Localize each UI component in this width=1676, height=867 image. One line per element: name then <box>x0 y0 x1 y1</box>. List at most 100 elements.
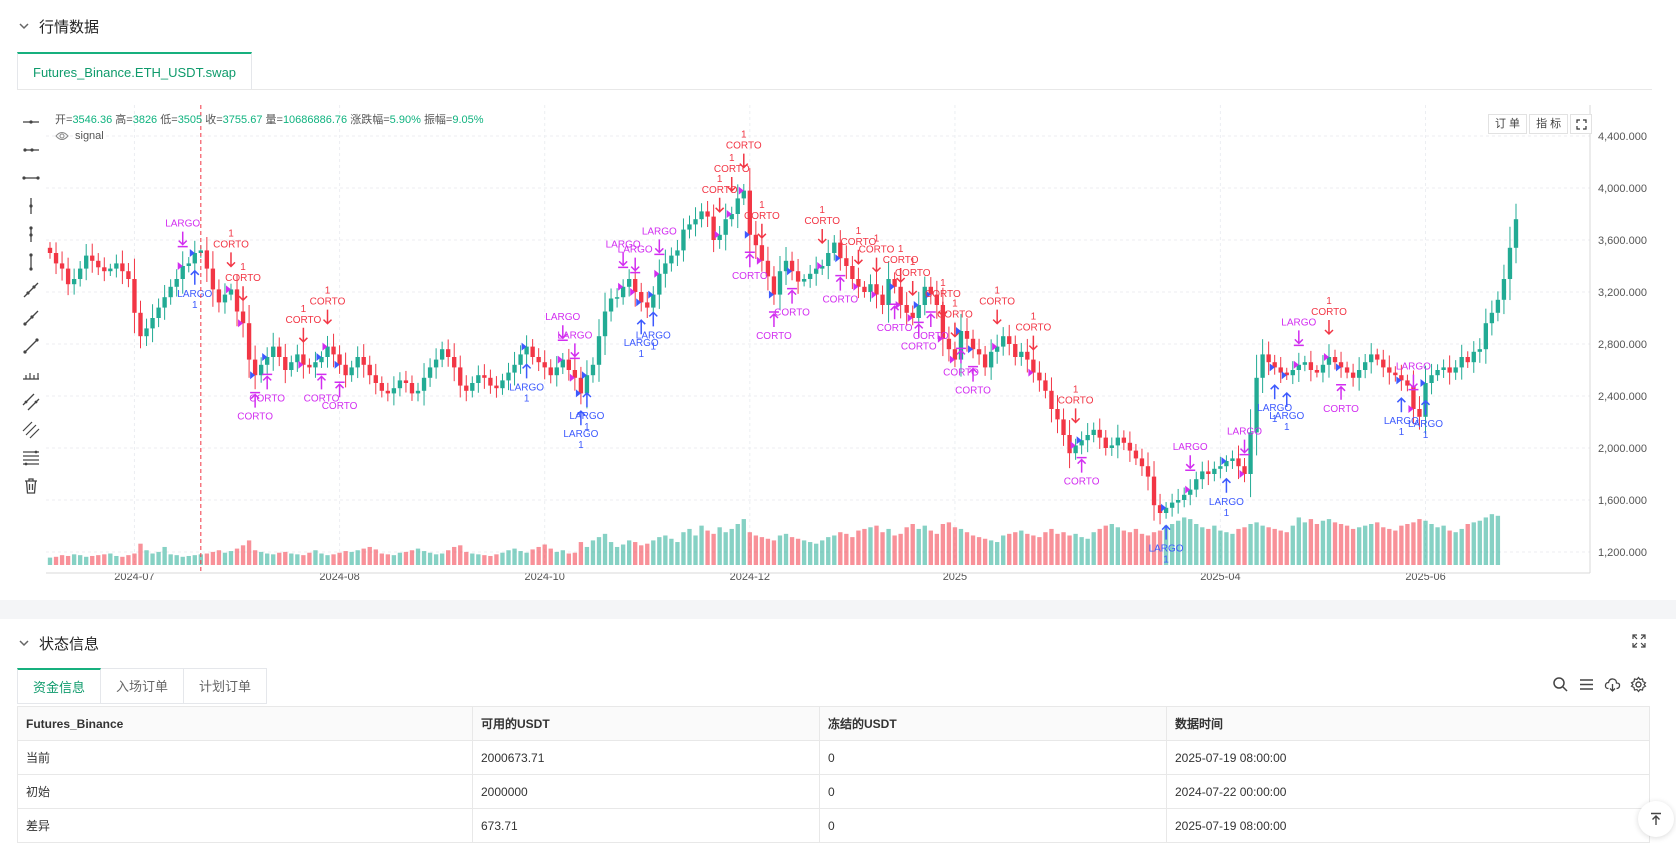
volume-bar <box>186 555 191 565</box>
volume-bar <box>844 533 849 565</box>
status-section-header[interactable]: 状态信息 <box>17 632 99 654</box>
vertical-ray-tool[interactable] <box>20 220 42 248</box>
close-long-label: LARGO <box>165 219 200 230</box>
equidistant-channel-tool[interactable] <box>20 416 42 444</box>
fibonacci-tool[interactable] <box>20 444 42 472</box>
fullscreen-button[interactable] <box>1570 114 1593 134</box>
price-range-icon <box>23 373 39 380</box>
candle-body <box>1284 372 1289 376</box>
parallel-channel-tool[interactable] <box>20 388 42 416</box>
signal-marker <box>907 314 913 322</box>
signal-marker <box>968 345 974 354</box>
volume-bar <box>433 554 439 565</box>
short-entry-arrow <box>853 249 863 265</box>
horizontal-line-tool[interactable] <box>20 108 42 136</box>
signal-marker <box>557 355 563 364</box>
tab-fund-info[interactable]: 资金信息 <box>17 668 102 704</box>
signal-marker <box>322 342 328 351</box>
candle-body <box>868 284 873 292</box>
horizontal-segment-tool[interactable] <box>20 164 42 192</box>
long-entry-label: LARGO <box>563 429 598 440</box>
tab-plan-orders[interactable]: 计划订单 <box>184 668 268 704</box>
volume-bar <box>560 550 565 565</box>
candle-body <box>283 357 288 370</box>
volume-bar <box>1435 527 1440 565</box>
row-label-current[interactable]: 当前 <box>17 740 473 775</box>
chevron-down-icon[interactable] <box>17 19 31 33</box>
volume-bar <box>1109 524 1114 565</box>
ray-line-tool[interactable] <box>20 304 42 332</box>
candle-body <box>1073 445 1078 454</box>
candle-body <box>844 258 849 266</box>
market-section-header[interactable]: 行情数据 <box>17 15 99 37</box>
y-tick-label: 2,000.000 <box>1598 443 1647 455</box>
candle-body <box>1489 312 1495 324</box>
candle-body <box>910 312 915 318</box>
tab-entry-orders[interactable]: 入场订单 <box>101 668 185 704</box>
volume-bar <box>1194 524 1199 565</box>
close-short-label: CORTO <box>943 367 979 378</box>
trend-line-tool[interactable] <box>20 276 42 304</box>
volume-bar <box>928 530 933 565</box>
candle-body <box>1266 354 1271 363</box>
search-icon[interactable] <box>1552 676 1569 693</box>
candlestick-chart[interactable]: LARGOLARGO11CORTO1CORTOCORTOCORTO1CORTOC… <box>0 100 1676 600</box>
short-entry-qty: 1 <box>952 299 958 310</box>
gear-icon[interactable] <box>1630 676 1647 693</box>
volume-bar <box>922 525 927 565</box>
volume-bar <box>1169 524 1175 565</box>
candle-body <box>361 357 366 365</box>
cloud-download-icon[interactable] <box>1604 676 1621 693</box>
candle-body <box>373 375 378 383</box>
candle-body <box>994 346 1000 352</box>
volume-bar <box>548 548 553 565</box>
horizontal-line-icon <box>23 120 39 124</box>
short-entry-label: CORTO <box>1015 323 1051 334</box>
volume-bar <box>494 554 499 565</box>
vertical-segment-tool[interactable] <box>20 248 42 276</box>
volume-bar <box>1489 514 1495 565</box>
candle-body <box>512 364 517 373</box>
candle-body <box>59 263 65 269</box>
chevron-down-icon[interactable] <box>17 636 31 650</box>
price-range-tool[interactable] <box>20 360 42 388</box>
candle-body <box>1145 466 1151 477</box>
candle-body <box>807 273 813 279</box>
volume-bar <box>476 554 481 565</box>
orders-button[interactable]: 订 单 <box>1488 114 1528 134</box>
candle-body <box>952 349 958 360</box>
symbol-tab[interactable]: Futures_Binance.ETH_USDT.swap <box>17 52 253 90</box>
candle-body <box>500 380 505 389</box>
volume-bar <box>1369 524 1374 565</box>
segment-tool[interactable] <box>20 332 42 360</box>
candle-body <box>1326 357 1332 365</box>
cell-time: 2025-07-19 08:00:00 <box>1166 740 1650 775</box>
signal-legend[interactable]: signal <box>55 130 104 142</box>
long-entry-arrow <box>636 319 646 335</box>
list-icon[interactable] <box>1578 676 1595 693</box>
candle-body <box>976 349 982 355</box>
vertical-line-tool[interactable] <box>20 192 42 220</box>
eye-icon[interactable] <box>55 131 69 141</box>
indicators-button[interactable]: 指 标 <box>1529 114 1569 134</box>
candle-body <box>1007 336 1012 344</box>
volume-bar <box>626 540 632 565</box>
candle-body <box>1320 364 1326 373</box>
high-value: 3826 <box>132 114 158 126</box>
volume-bar <box>717 527 722 565</box>
close-short-label: CORTO <box>756 331 792 342</box>
trash-tool[interactable] <box>20 472 42 500</box>
close-short-arrow <box>334 381 345 398</box>
volume-bar <box>1320 520 1326 565</box>
candle-body <box>301 354 306 365</box>
back-to-top-button[interactable] <box>1638 801 1674 837</box>
volume-bar <box>1338 524 1344 565</box>
long-entry-qty: 1 <box>651 341 657 352</box>
volume-bar <box>982 538 988 565</box>
volume-bar <box>1019 530 1024 565</box>
horizontal-ray-tool[interactable] <box>20 136 42 164</box>
candle-body <box>681 229 686 251</box>
signal-marker <box>648 290 654 299</box>
expand-icon[interactable] <box>1632 634 1646 648</box>
volume-bar <box>343 551 348 565</box>
